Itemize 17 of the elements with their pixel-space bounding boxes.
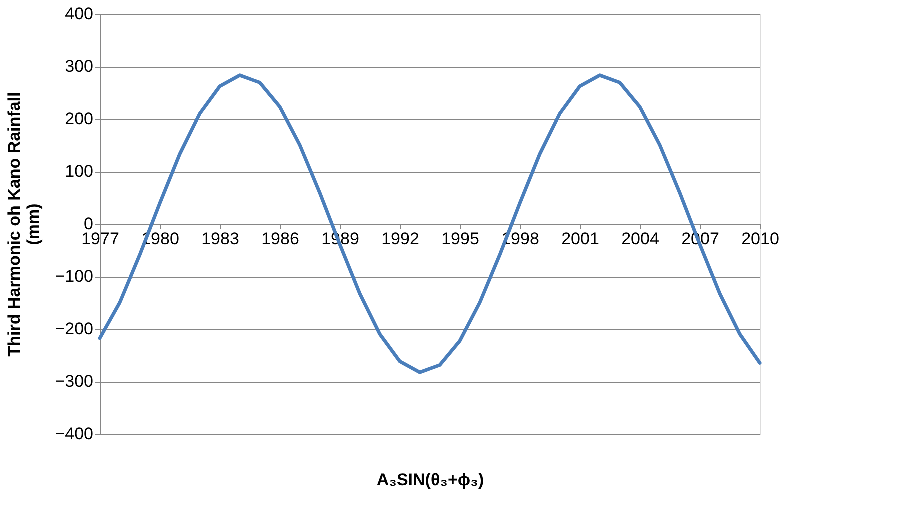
x-axis-title: A₃SIN(θ₃+ϕ₃): [376, 470, 484, 490]
y-tick-label: 300: [65, 57, 94, 76]
x-tick-label: 1995: [442, 230, 480, 248]
x-tick-label: 1986: [262, 230, 300, 248]
x-tick-label: 2004: [622, 230, 660, 248]
x-tick-label: 2001: [562, 230, 600, 248]
y-tick-label: 200: [65, 110, 94, 128]
y-tick-label: −100: [55, 267, 94, 286]
y-axis-title: Third Harmonic oh Kano Rainfall (mm): [5, 92, 44, 357]
y-tick-label: −200: [55, 320, 94, 338]
x-tick-label: 1992: [382, 230, 420, 248]
x-tick-label: 2010: [742, 230, 780, 248]
y-tick-label: −400: [55, 424, 94, 444]
x-tick-label: 1983: [202, 230, 240, 248]
y-tick-label: 400: [65, 4, 94, 24]
y-tick-label: −300: [55, 372, 94, 391]
y-tick-label: 100: [65, 162, 94, 181]
